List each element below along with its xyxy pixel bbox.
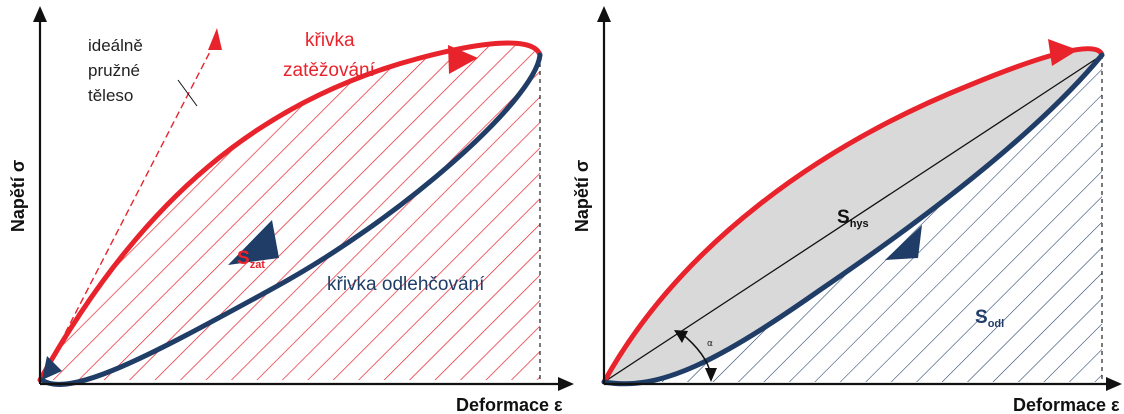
loading-arrowhead — [448, 45, 478, 74]
unloading-area-label-sub: odl — [988, 318, 1005, 330]
unloading-end-arrowhead — [42, 356, 62, 380]
ideal-elastic-line — [39, 41, 216, 383]
unloading-area-label: Sodl — [975, 307, 1004, 330]
angle-arrow-top — [674, 330, 688, 343]
unloading-curve-label: křivka odlehčování — [327, 274, 485, 295]
loading-area-label: Szat — [237, 248, 265, 271]
right-panel: α Napětí σ Deformace ε Shys Sodl — [572, 6, 1122, 414]
left-y-axis-arrow — [33, 6, 47, 22]
left-x-axis-label: Deformace ε — [456, 395, 563, 414]
right-y-axis-label: Napětí σ — [572, 160, 592, 232]
left-x-axis-arrow — [558, 377, 574, 391]
right-x-axis-label: Deformace ε — [1013, 395, 1120, 414]
secant-line — [603, 54, 1103, 383]
hysteresis-area-label-sub: hys — [850, 218, 869, 230]
left-y-axis-label: Napětí σ — [8, 160, 28, 232]
elastic-label-line3: těleso — [88, 86, 133, 105]
unloading-area-label-main: S — [975, 307, 988, 328]
loading-curve-label-line2: zatěžování — [283, 60, 376, 81]
ideal-elastic-arrowhead — [208, 28, 222, 50]
unloading-area-hatch — [604, 55, 1102, 384]
unloading-curve — [39, 52, 543, 387]
hysteresis-area-label: Shys — [837, 207, 869, 230]
elastic-label-line1: ideálně — [88, 36, 143, 55]
hysteresis-area-label-main: S — [837, 207, 850, 228]
left-panel: Napětí σ Deformace ε ideálně pružné těle… — [8, 6, 574, 414]
elastic-label-line2: pružné — [88, 61, 140, 80]
right-y-axis-arrow — [597, 6, 611, 22]
right-unloading-arrowhead — [885, 225, 922, 260]
angle-arrow-bottom — [705, 368, 717, 382]
loading-area-label-sub: zat — [250, 259, 266, 271]
elastic-label-leader — [177, 79, 198, 107]
loading-curve-label-line1: křivka — [305, 30, 355, 51]
loading-curve — [37, 40, 543, 383]
right-loading-arrowhead — [1048, 39, 1078, 66]
right-x-axis-arrow — [1106, 377, 1122, 391]
loading-area-label-main: S — [237, 248, 250, 269]
angle-label: α — [707, 339, 713, 349]
loading-area-hatch — [40, 43, 540, 380]
unloading-arrowhead — [228, 220, 279, 265]
right-unloading-curve — [601, 52, 1105, 387]
